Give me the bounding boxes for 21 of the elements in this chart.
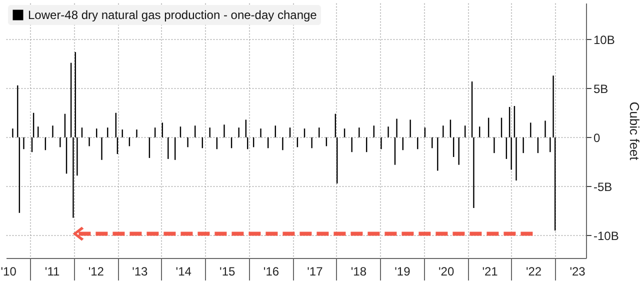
x-tick-label: '16 (263, 264, 280, 278)
x-tick-label: '23 (570, 264, 586, 278)
x-tick-label: '13 (132, 264, 148, 278)
y-tick-label: 10B (594, 32, 615, 47)
y-tick-label: 5B (594, 82, 608, 96)
y-tick-label: 0 (594, 130, 600, 145)
x-tick-label: '22 (526, 264, 542, 278)
y-axis-title: Cubic feet (626, 102, 640, 161)
x-tick-label: '19 (394, 264, 411, 278)
x-tick-label: '12 (88, 264, 104, 278)
x-tick-label: '11 (44, 264, 60, 278)
y-tick-label: -5B (594, 180, 612, 194)
x-tick-label: '21 (482, 264, 498, 278)
x-tick-label: '20 (438, 264, 454, 278)
x-tick-label: '18 (350, 264, 367, 278)
x-tick-label: '15 (220, 264, 236, 278)
x-tick-label: '14 (176, 264, 192, 278)
legend-label: Lower-48 dry natural gas production - one-day change (28, 8, 318, 22)
y-tick-label: -10B (594, 228, 619, 243)
x-tick-label: '10 (0, 264, 17, 278)
x-tick-label: '17 (307, 264, 324, 278)
